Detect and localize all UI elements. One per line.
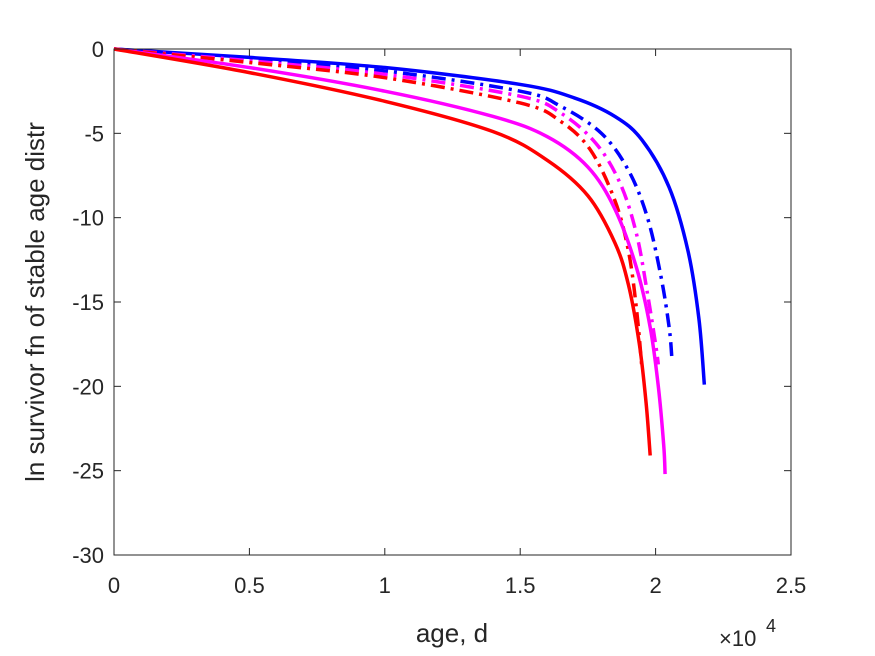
x-axis-label: age, d — [416, 618, 488, 648]
series-line-5 — [113, 47, 667, 475]
x-multiplier-label: ×10 — [719, 626, 756, 651]
series-line-6 — [113, 47, 652, 456]
series-line-1 — [113, 47, 707, 385]
y-tick-label: -25 — [72, 459, 104, 484]
series-line-4 — [113, 47, 644, 370]
x-tick-label: 0.5 — [234, 573, 265, 598]
plot-background — [114, 49, 791, 555]
series-line-2 — [113, 47, 674, 358]
y-tick-label: -30 — [72, 543, 104, 568]
series-layer — [113, 47, 707, 475]
series-line-3 — [113, 47, 661, 365]
x-tick-label: 0 — [108, 573, 120, 598]
y-axis-label: ln survivor fn of stable age distr — [20, 122, 50, 482]
y-tick-label: -10 — [72, 206, 104, 231]
x-tick-label: 1.5 — [505, 573, 536, 598]
x-multiplier-exponent: 4 — [766, 616, 776, 636]
y-tick-label: -5 — [84, 121, 104, 146]
y-tick-label: -15 — [72, 290, 104, 315]
x-tick-label: 2 — [649, 573, 661, 598]
y-tick-label: -20 — [72, 374, 104, 399]
y-tick-label: 0 — [92, 37, 104, 62]
x-tick-label: 1 — [379, 573, 391, 598]
ticks-layer: 0 0.5 1 1.5 2 2.5 0 -5 -10 -15 -20 -25 -30 — [72, 37, 806, 598]
x-tick-label: 2.5 — [776, 573, 807, 598]
